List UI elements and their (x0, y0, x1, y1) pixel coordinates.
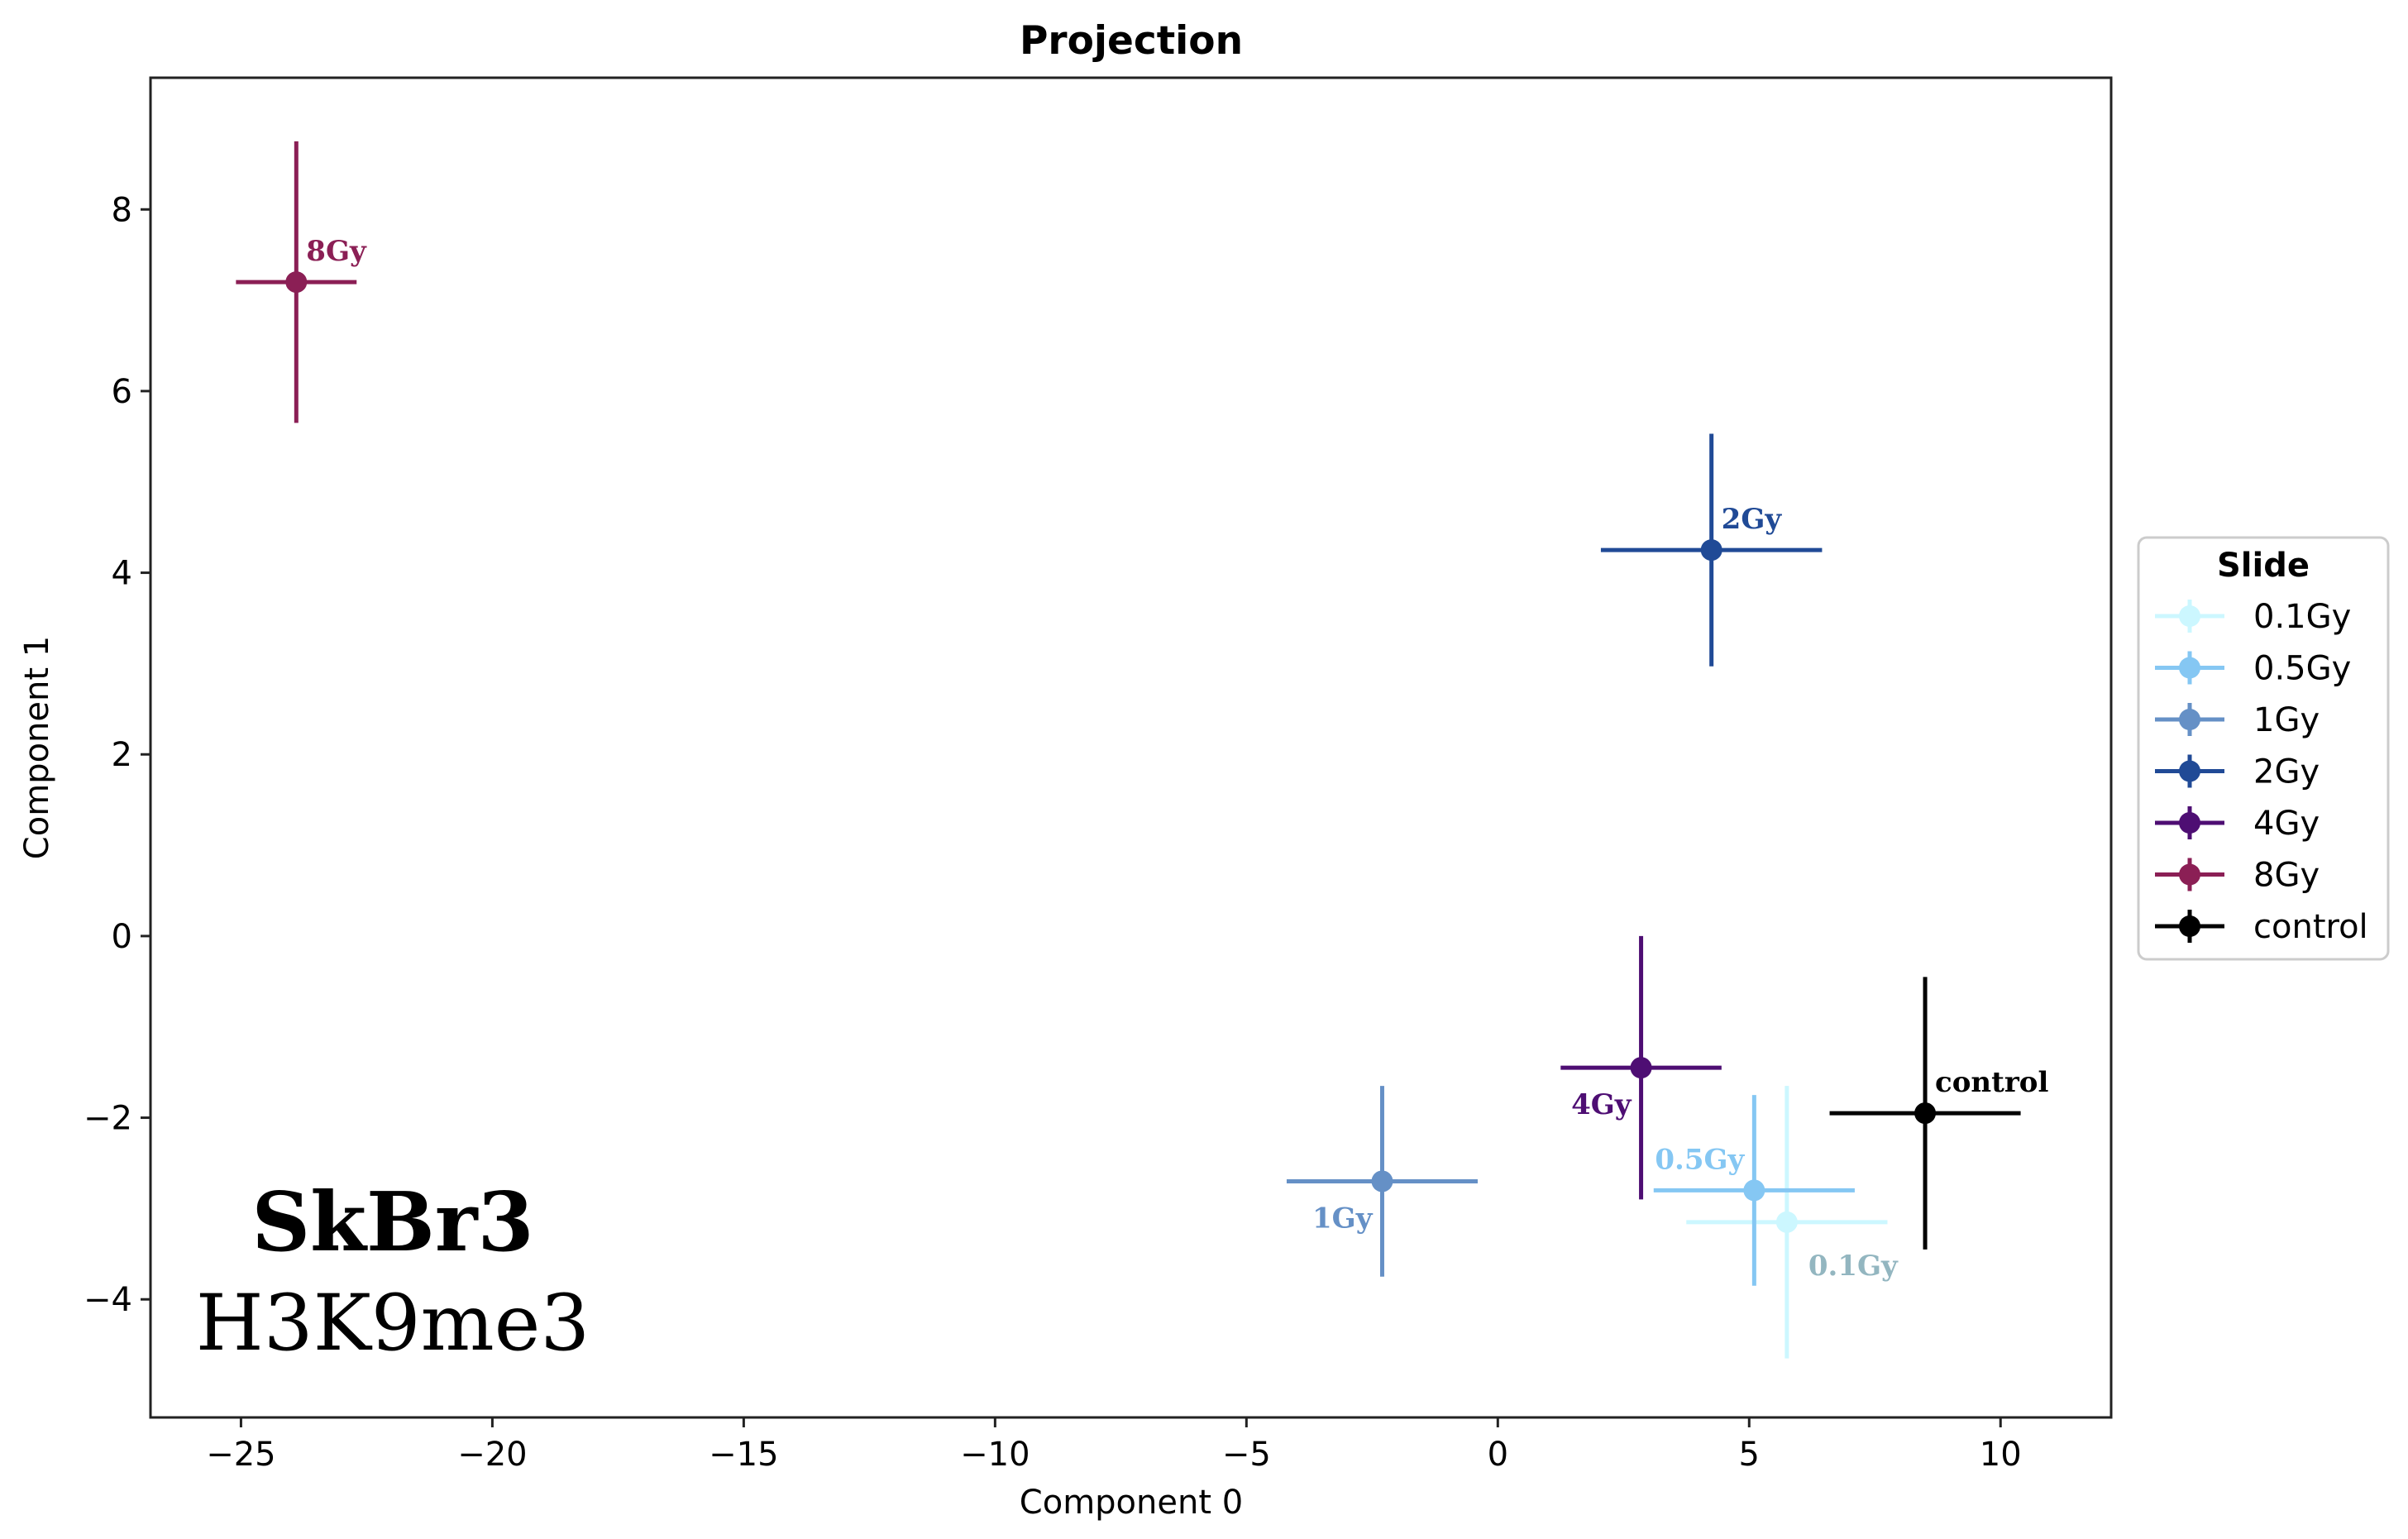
legend-label: control (2253, 908, 2368, 946)
data-point-group: 4Gy (1560, 935, 1722, 1200)
legend-marker (2179, 915, 2200, 937)
data-point-marker (1700, 539, 1722, 562)
data-point-marker (285, 271, 308, 294)
legend-label: 2Gy (2253, 753, 2320, 791)
y-tick-label: −2 (84, 1100, 132, 1138)
data-point-marker (1630, 1057, 1652, 1079)
legend-frame (2137, 536, 2390, 961)
legend-marker (2179, 812, 2200, 834)
data-point-marker (1371, 1170, 1393, 1192)
data-point-label: 1Gy (1312, 1202, 1374, 1235)
legend-label: 8Gy (2253, 857, 2320, 895)
data-point-group: 8Gy (236, 141, 367, 423)
legend-label: 1Gy (2253, 701, 2320, 739)
legend-label: 0.5Gy (2253, 650, 2351, 688)
legend-marker (2179, 605, 2200, 627)
y-tick-label: 4 (112, 555, 132, 593)
y-tick-label: 8 (112, 191, 132, 229)
x-tick-label: −15 (709, 1436, 778, 1474)
x-axis-label: Component 0 (1020, 1484, 1243, 1522)
legend-title: Slide (2217, 547, 2310, 585)
data-point-label: 8Gy (306, 235, 367, 268)
cell-line-annotation: SkBr3 (251, 1175, 533, 1270)
data-point-marker (1775, 1211, 1798, 1233)
data-point-group: 0.1Gy (1686, 1086, 1899, 1359)
data-point-group: 1Gy (1286, 1086, 1478, 1277)
data-point-group: control (1829, 977, 2048, 1250)
data-point-marker (1914, 1102, 1937, 1125)
x-axis-ticks: −25 −20 −15 −10 −5 0 5 10 (206, 1417, 2022, 1474)
data-point-label: 0.5Gy (1655, 1143, 1745, 1176)
mark-annotation: H3K9me3 (196, 1279, 590, 1369)
y-tick-label: 2 (112, 736, 132, 774)
x-tick-label: 5 (1739, 1436, 1760, 1474)
x-tick-label: 0 (1488, 1436, 1508, 1474)
legend-item: control (2155, 908, 2368, 946)
legend-item: 8Gy (2155, 857, 2320, 895)
legend-label: 4Gy (2253, 805, 2320, 843)
legend-marker (2179, 760, 2200, 782)
legend-marker (2179, 709, 2200, 730)
data-point-group: 0.5Gy (1653, 1095, 1855, 1286)
x-tick-label: −5 (1222, 1436, 1271, 1474)
legend-marker (2179, 657, 2200, 679)
chart-title: Projection (1020, 18, 1243, 64)
y-tick-label: 6 (112, 373, 132, 411)
data-points-layer: 0.1Gy 0.5Gy 1Gy 2Gy 4Gy 8Gy control (236, 141, 2048, 1359)
plot-area-frame (149, 76, 2113, 1419)
data-point-label: control (1935, 1066, 2048, 1099)
data-point-marker (1743, 1179, 1765, 1202)
legend-item: 0.5Gy (2155, 650, 2351, 688)
x-tick-label: 10 (1980, 1436, 2022, 1474)
data-point-label: 2Gy (1722, 503, 1783, 536)
data-point-label: 4Gy (1571, 1088, 1632, 1121)
y-tick-label: 0 (112, 918, 132, 956)
y-tick-label: −4 (84, 1281, 132, 1319)
data-point-label: 0.1Gy (1808, 1250, 1899, 1283)
legend-marker (2179, 863, 2200, 886)
x-tick-label: −20 (457, 1436, 527, 1474)
data-point-group: 2Gy (1600, 433, 1823, 667)
y-axis-label: Component 1 (18, 636, 56, 859)
legend: Slide 0.1Gy 0.5Gy 1Gy 2Gy 4Gy 8Gy control (2137, 536, 2390, 961)
legend-item: 0.1Gy (2155, 598, 2351, 636)
y-axis-ticks: −4 −2 0 2 4 6 8 (84, 191, 150, 1319)
x-tick-label: −10 (960, 1436, 1030, 1474)
legend-label: 0.1Gy (2253, 598, 2351, 636)
x-tick-label: −25 (206, 1436, 275, 1474)
legend-item: 2Gy (2155, 753, 2320, 791)
legend-item: 4Gy (2155, 805, 2320, 843)
legend-items: 0.1Gy 0.5Gy 1Gy 2Gy 4Gy 8Gy control (2155, 598, 2368, 946)
legend-item: 1Gy (2155, 701, 2320, 739)
